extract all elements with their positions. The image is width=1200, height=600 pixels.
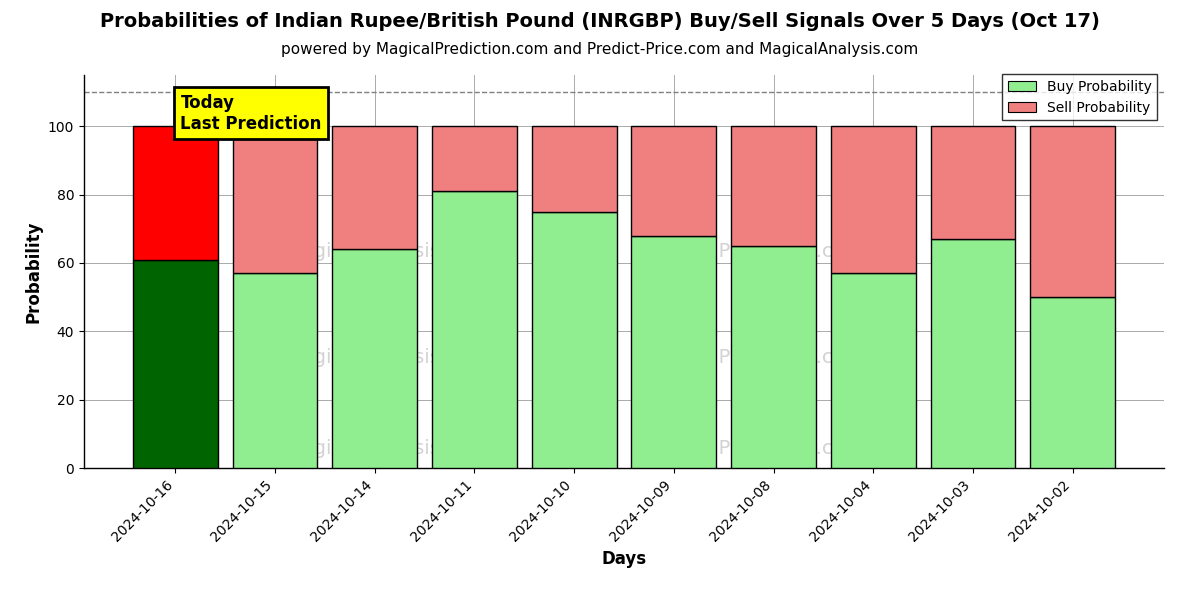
Bar	[133, 260, 218, 468]
Bar	[1030, 297, 1115, 468]
Bar	[830, 273, 916, 468]
Text: MagicalPrediction.com: MagicalPrediction.com	[644, 439, 863, 458]
Bar	[1030, 126, 1115, 297]
Bar	[233, 273, 318, 468]
Bar	[432, 191, 517, 468]
Bar	[731, 246, 816, 468]
Text: Probabilities of Indian Rupee/British Pound (INRGBP) Buy/Sell Signals Over 5 Day: Probabilities of Indian Rupee/British Po…	[100, 12, 1100, 31]
X-axis label: Days: Days	[601, 550, 647, 568]
Bar	[532, 212, 617, 468]
Bar	[631, 126, 716, 236]
Bar	[532, 126, 617, 212]
Bar	[631, 236, 716, 468]
Bar	[332, 126, 418, 249]
Bar	[133, 126, 218, 260]
Bar	[731, 126, 816, 246]
Legend: Buy Probability, Sell Probability: Buy Probability, Sell Probability	[1002, 74, 1157, 120]
Text: MagicalAnalysis.com: MagicalAnalysis.com	[286, 349, 487, 367]
Text: MagicalPrediction.com: MagicalPrediction.com	[644, 349, 863, 367]
Text: Today
Last Prediction: Today Last Prediction	[180, 94, 322, 133]
Bar	[830, 126, 916, 273]
Text: powered by MagicalPrediction.com and Predict-Price.com and MagicalAnalysis.com: powered by MagicalPrediction.com and Pre…	[281, 42, 919, 57]
Bar	[332, 249, 418, 468]
Bar	[432, 126, 517, 191]
Text: MagicalPrediction.com: MagicalPrediction.com	[644, 242, 863, 262]
Bar	[930, 239, 1015, 468]
Text: MagicalAnalysis.com: MagicalAnalysis.com	[286, 242, 487, 262]
Bar	[233, 126, 318, 273]
Bar	[930, 126, 1015, 239]
Text: MagicalAnalysis.com: MagicalAnalysis.com	[286, 439, 487, 458]
Y-axis label: Probability: Probability	[24, 220, 42, 323]
